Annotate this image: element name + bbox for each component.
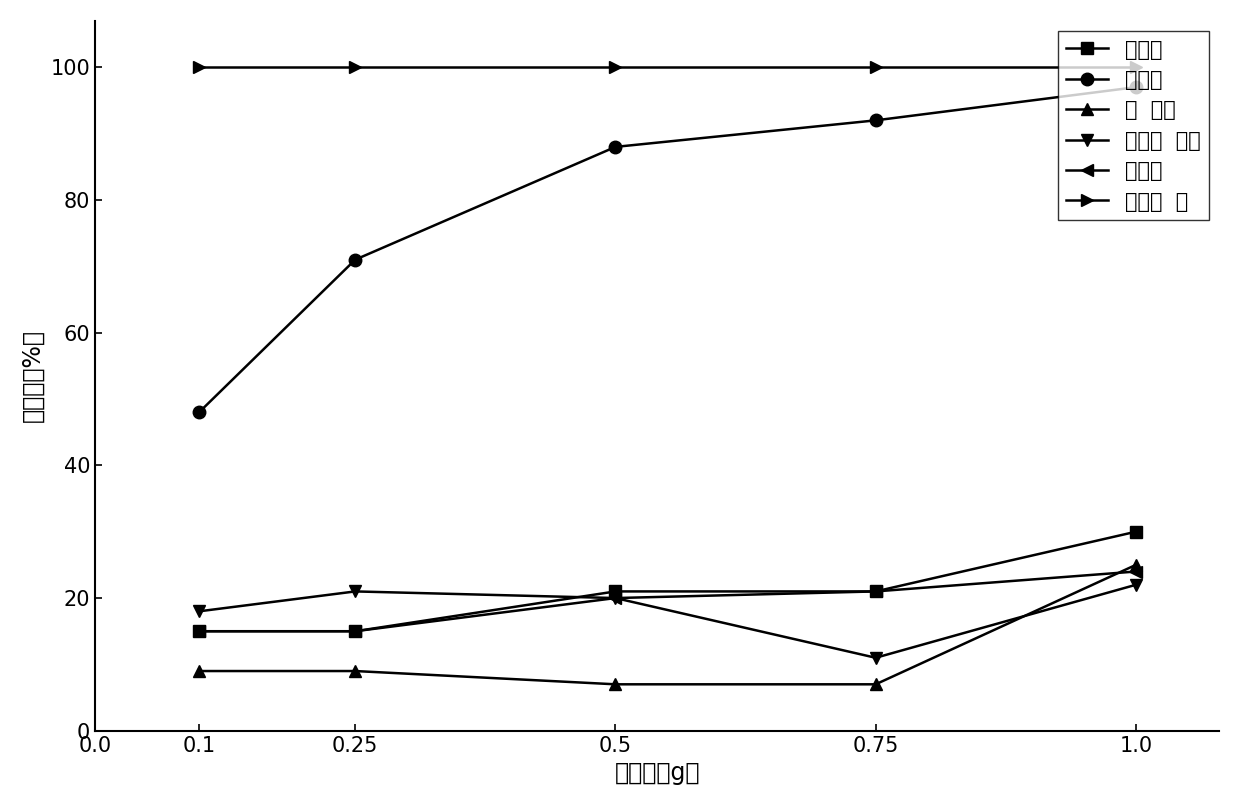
凹  凸棒 (192, 667, 207, 676)
人造永  石 (1128, 62, 1143, 72)
人造永  石 (868, 62, 883, 72)
人造永  石 (347, 62, 362, 72)
膨潤土 (1128, 82, 1143, 92)
海泡石 (347, 626, 362, 636)
X-axis label: 投加量（g）: 投加量（g） (614, 761, 699, 785)
Line: 凹  凸棒: 凹 凸棒 (193, 559, 1142, 691)
羟基磷  灰石 (608, 593, 622, 603)
羟基磷  灰石 (192, 606, 207, 616)
凹  凸棒 (347, 667, 362, 676)
膨潤土 (192, 408, 207, 418)
凹  凸棒 (608, 679, 622, 689)
凹  凸棒 (1128, 560, 1143, 570)
Line: 羟基磷  灰石: 羟基磷 灰石 (193, 579, 1142, 664)
Line: 膨潤土: 膨潤土 (193, 81, 1142, 418)
膨潤土 (347, 255, 362, 264)
膨潤土 (868, 115, 883, 125)
硬藻土 (868, 587, 883, 596)
硬藻土 (1128, 527, 1143, 537)
海泡石 (868, 587, 883, 596)
人造永  石 (608, 62, 622, 72)
硬藻土 (347, 626, 362, 636)
海泡石 (1128, 567, 1143, 576)
Line: 人造永  石: 人造永 石 (193, 61, 1142, 73)
硬藻土 (192, 626, 207, 636)
Y-axis label: 吸附率（%）: 吸附率（%） (21, 330, 45, 422)
人造永  石 (192, 62, 207, 72)
海泡石 (608, 593, 622, 603)
膨潤土 (608, 142, 622, 152)
凹  凸棒 (868, 679, 883, 689)
羟基磷  灰石 (347, 587, 362, 596)
海泡石 (192, 626, 207, 636)
羟基磷  灰石 (1128, 580, 1143, 590)
硬藻土 (608, 587, 622, 596)
羟基磷  灰石 (868, 653, 883, 663)
Line: 海泡石: 海泡石 (193, 565, 1142, 638)
Line: 硬藻土: 硬藻土 (193, 526, 1142, 638)
Legend: 硬藻土, 膨潤土, 凹  凸棒, 羟基磷  灰石, 海泡石, 人造永  石: 硬藻土, 膨潤土, 凹 凸棒, 羟基磷 灰石, 海泡石, 人造永 石 (1058, 31, 1209, 220)
